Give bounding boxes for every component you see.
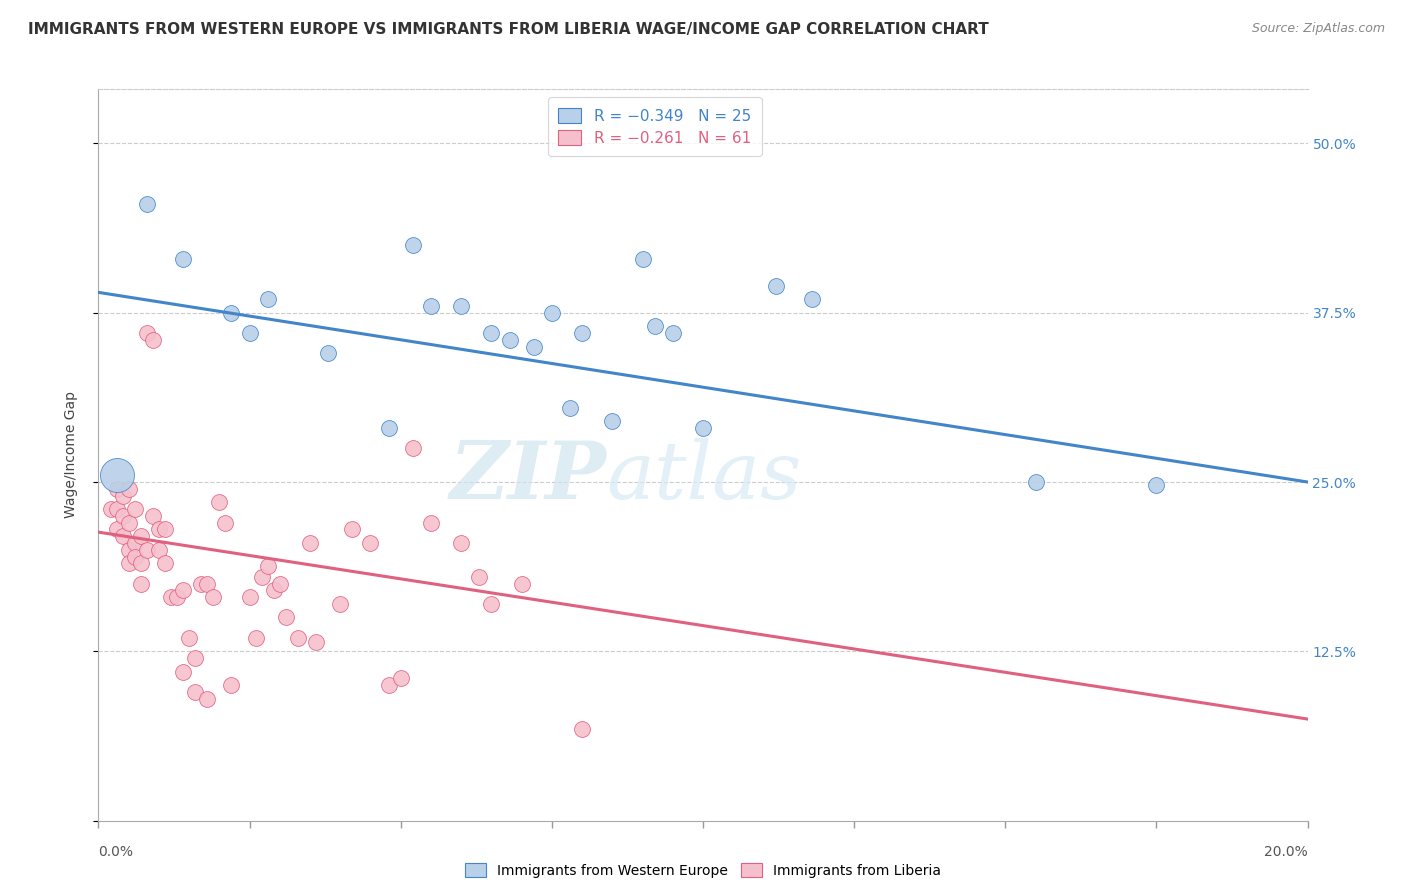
Point	[172, 583, 194, 598]
Point	[221, 678, 243, 692]
Point	[402, 238, 425, 252]
Point	[631, 252, 654, 266]
Y-axis label: Wage/Income Gap: Wage/Income Gap	[63, 392, 77, 518]
Text: IMMIGRANTS FROM WESTERN EUROPE VS IMMIGRANTS FROM LIBERIA WAGE/INCOME GAP CORREL: IMMIGRANTS FROM WESTERN EUROPE VS IMMIGR…	[28, 22, 988, 37]
Point	[1144, 477, 1167, 491]
Point	[129, 576, 152, 591]
Point	[450, 536, 472, 550]
Point	[269, 576, 291, 591]
Point	[184, 651, 207, 665]
Point	[105, 468, 128, 483]
Point	[239, 590, 262, 604]
Point	[160, 590, 183, 604]
Point	[420, 516, 443, 530]
Point	[118, 482, 141, 496]
Point	[481, 597, 503, 611]
Point	[662, 326, 685, 340]
Point	[195, 576, 218, 591]
Point	[142, 508, 165, 523]
Point	[124, 502, 146, 516]
Point	[765, 278, 787, 293]
Point	[111, 529, 134, 543]
Point	[250, 570, 273, 584]
Point	[153, 556, 176, 570]
Point	[800, 292, 823, 306]
Point	[329, 597, 352, 611]
Point	[402, 441, 425, 455]
Point	[148, 523, 170, 537]
Point	[111, 489, 134, 503]
Point	[129, 529, 152, 543]
Point	[523, 340, 546, 354]
Point	[129, 556, 152, 570]
Point	[100, 502, 122, 516]
Point	[172, 665, 194, 679]
Point	[148, 542, 170, 557]
Point	[118, 516, 141, 530]
Point	[602, 414, 624, 428]
Point	[389, 672, 412, 686]
Point	[420, 299, 443, 313]
Point	[153, 523, 176, 537]
Text: 20.0%: 20.0%	[1264, 846, 1308, 859]
Point	[135, 326, 157, 340]
Point	[184, 685, 207, 699]
Point	[245, 631, 267, 645]
Point	[571, 326, 593, 340]
Point	[118, 556, 141, 570]
Point	[124, 536, 146, 550]
Point	[305, 635, 328, 649]
Point	[510, 576, 533, 591]
Point	[135, 542, 157, 557]
Point	[498, 333, 520, 347]
Point	[105, 482, 128, 496]
Point	[274, 610, 297, 624]
Point	[468, 570, 491, 584]
Point	[558, 401, 581, 415]
Point	[190, 576, 212, 591]
Point	[105, 502, 128, 516]
Point	[1024, 475, 1046, 489]
Text: 0.0%: 0.0%	[98, 846, 134, 859]
Point	[111, 508, 134, 523]
Point	[172, 252, 194, 266]
Point	[360, 536, 382, 550]
Point	[202, 590, 225, 604]
Point	[208, 495, 231, 509]
Point	[342, 523, 364, 537]
Text: atlas: atlas	[606, 438, 801, 516]
Point	[142, 333, 165, 347]
Text: Source: ZipAtlas.com: Source: ZipAtlas.com	[1251, 22, 1385, 36]
Point	[377, 678, 399, 692]
Legend: Immigrants from Western Europe, Immigrants from Liberia: Immigrants from Western Europe, Immigran…	[460, 857, 946, 883]
Point	[377, 421, 399, 435]
Point	[105, 523, 128, 537]
Point	[118, 542, 141, 557]
Point	[214, 516, 236, 530]
Point	[263, 583, 285, 598]
Point	[540, 306, 562, 320]
Point	[135, 197, 157, 211]
Point	[287, 631, 309, 645]
Point	[195, 691, 218, 706]
Point	[692, 421, 714, 435]
Point	[316, 346, 339, 360]
Point	[644, 319, 666, 334]
Point	[124, 549, 146, 564]
Point	[450, 299, 472, 313]
Point	[299, 536, 322, 550]
Point	[256, 559, 278, 574]
Point	[239, 326, 262, 340]
Point	[481, 326, 503, 340]
Point	[571, 722, 593, 736]
Point	[221, 306, 243, 320]
Text: ZIP: ZIP	[450, 438, 606, 516]
Point	[179, 631, 201, 645]
Point	[256, 292, 278, 306]
Point	[166, 590, 188, 604]
